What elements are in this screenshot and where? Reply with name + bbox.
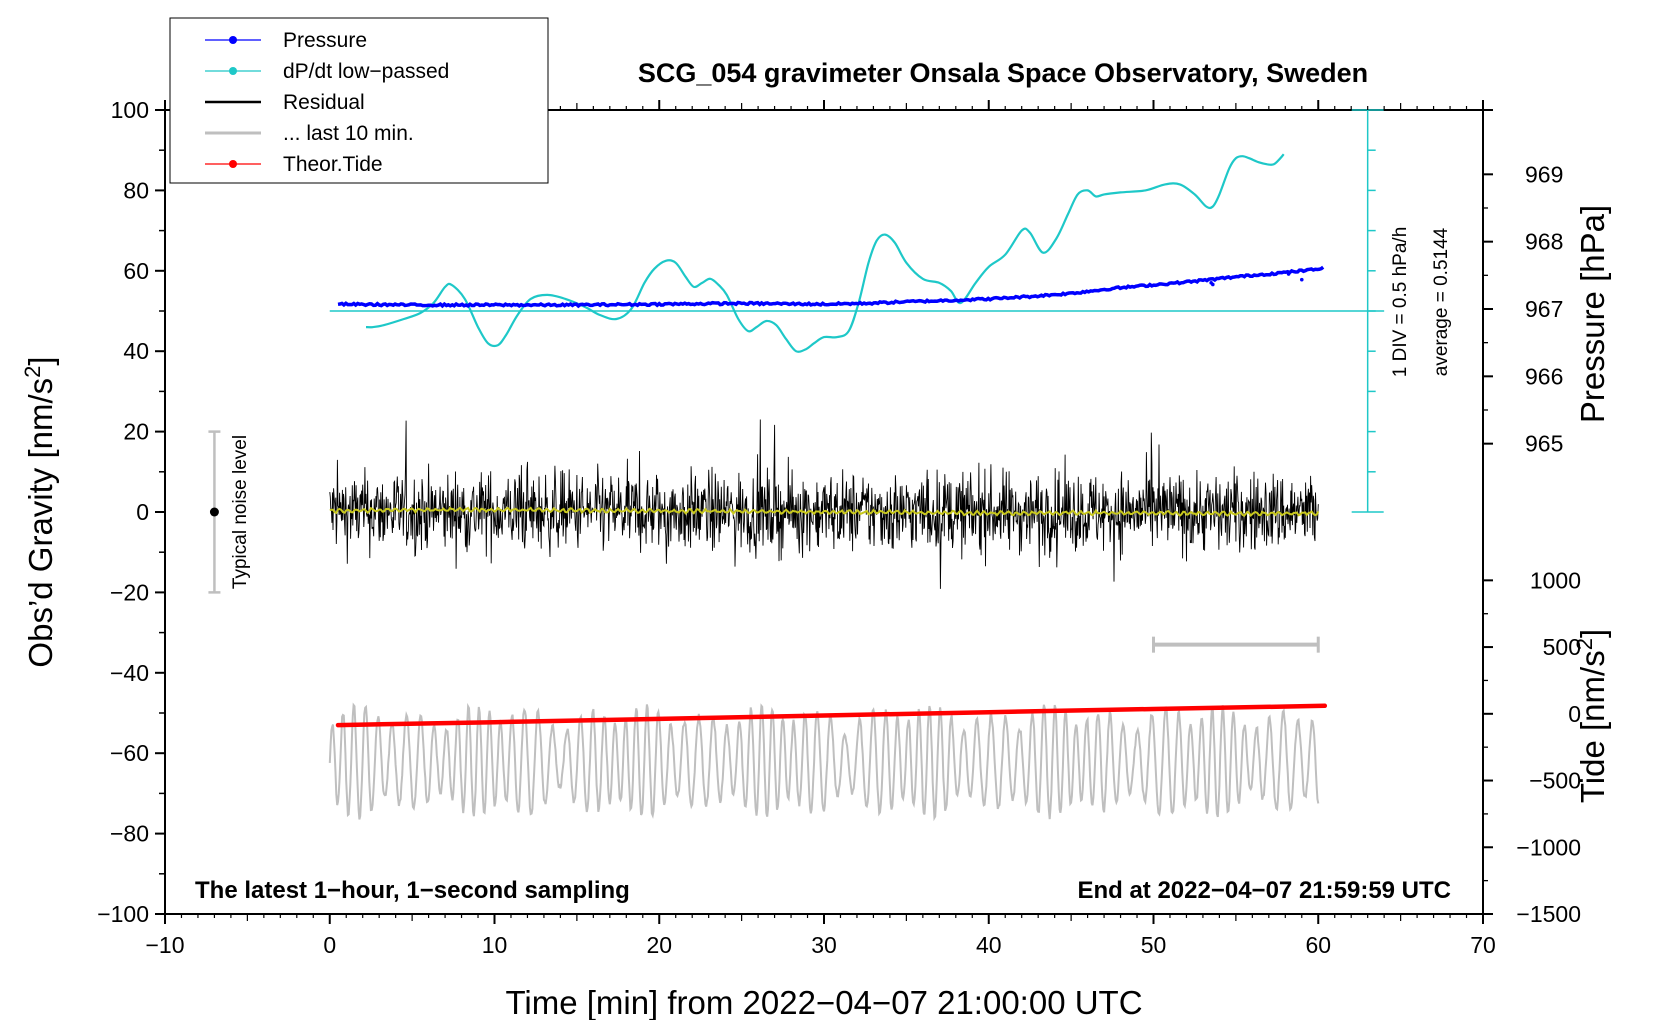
dpdt-layer — [365, 153, 1285, 353]
footnote-left: The latest 1−hour, 1−second sampling — [195, 877, 630, 904]
tide-tick-label: −500 — [1529, 768, 1581, 794]
y-axis-gravity: −100 −80 −60 −40 −20 0 20 40 60 80 100 — [97, 97, 165, 927]
pressure-tick-label: 965 — [1525, 431, 1563, 457]
legend-box — [169, 17, 549, 184]
y-tick-label: −60 — [110, 740, 149, 766]
last10-layer — [328, 702, 1320, 822]
legend-label: Theor.Tide — [283, 153, 383, 176]
x-tick-label: 20 — [646, 932, 672, 958]
pressure-outlier-point — [1299, 277, 1304, 282]
y-tick-label: 20 — [123, 419, 149, 445]
pressure-tick-label: 966 — [1525, 363, 1563, 389]
x-tick-label: 60 — [1305, 932, 1331, 958]
chart-title: SCG_054 gravimeter Onsala Space Observat… — [638, 58, 1368, 88]
residual-line — [329, 419, 1319, 589]
x-tick-label: 30 — [811, 932, 837, 958]
residual-lowpass-layer — [329, 506, 1320, 518]
tide-layer — [335, 703, 1328, 728]
y-tick-label: 40 — [123, 338, 149, 364]
y-tick-label: −100 — [97, 901, 149, 927]
y-tick-label: 100 — [111, 97, 149, 123]
pressure-tick-label: 969 — [1525, 161, 1563, 187]
y-axis-title-tide: Tide [nm/s2] — [1572, 629, 1612, 803]
pressure-tick-label: 967 — [1525, 296, 1563, 322]
pressure-outlier-point — [1211, 282, 1215, 287]
y-axis-pressure: 965 966 967 968 969 — [1483, 109, 1563, 457]
legend-swatch-marker — [229, 67, 237, 75]
x-tick-label: 0 — [323, 932, 336, 958]
footnote-right: End at 2022−04−07 21:59:59 UTC — [1077, 877, 1451, 904]
y-axis-title-gravity: Obs’d Gravity [nm/s2] — [20, 356, 60, 667]
x-tick-label: 10 — [482, 932, 508, 958]
pressure-tick-label: 968 — [1525, 229, 1563, 255]
x-axis-title: Time [min] from 2022−04−07 21:00:00 UTC — [505, 984, 1142, 1020]
x-tick-label: 70 — [1470, 932, 1496, 958]
legend-label: dP/dt low−passed — [283, 60, 449, 83]
tide-tick-label: −1000 — [1516, 834, 1581, 860]
pressure-layer — [337, 265, 1325, 309]
y-tick-label: −20 — [110, 579, 149, 605]
legend-swatch-marker — [229, 160, 237, 168]
y-tick-label: −80 — [110, 821, 149, 847]
dpdt-line — [365, 153, 1285, 353]
x-tick-label: 40 — [976, 932, 1002, 958]
legend-label: Pressure — [283, 29, 367, 52]
tide-line — [335, 703, 1328, 728]
x-tick-label: 50 — [1141, 932, 1167, 958]
y-tick-label: 80 — [123, 177, 149, 203]
dpdt-average-label: average = 0.5144 — [1431, 227, 1452, 376]
residual-lowpass-line — [329, 506, 1320, 518]
legend-label: Residual — [283, 91, 365, 114]
noise-level-label: Typical noise level — [230, 435, 251, 589]
last10-line — [328, 702, 1320, 822]
x-tick-label: −10 — [145, 932, 184, 958]
annotation-layer — [208, 109, 1385, 653]
dpdt-scale-label: 1 DIV = 0.5 hPa/h — [1390, 227, 1411, 378]
legend: Pressure dP/dt low−passed Residual ... last… — [169, 17, 549, 184]
y-axis-tide: −1500 −1000 −500 0 500 1000 — [1483, 567, 1581, 927]
noise-center-dot — [209, 507, 219, 517]
tide-tick-label: 500 — [1543, 634, 1581, 660]
y-tick-label: 60 — [123, 258, 149, 284]
pressure-line — [337, 265, 1325, 309]
y-tick-label: −40 — [110, 660, 149, 686]
legend-items: Pressure dP/dt low−passed Residual ... last… — [205, 29, 449, 176]
tide-tick-label: −1500 — [1516, 901, 1581, 927]
pressure-outlier-point — [1286, 272, 1291, 276]
tide-tick-label: 0 — [1568, 701, 1581, 727]
legend-label: ... last 10 min. — [283, 122, 414, 145]
tide-tick-label: 1000 — [1530, 567, 1581, 593]
residual-layer — [329, 419, 1319, 589]
legend-swatch-marker — [229, 36, 237, 44]
x-axis: −10 0 10 20 30 40 50 60 70 — [145, 100, 1496, 958]
y-axis-title-pressure: Pressure [hPa] — [1574, 205, 1611, 423]
y-tick-label: 0 — [136, 499, 149, 525]
